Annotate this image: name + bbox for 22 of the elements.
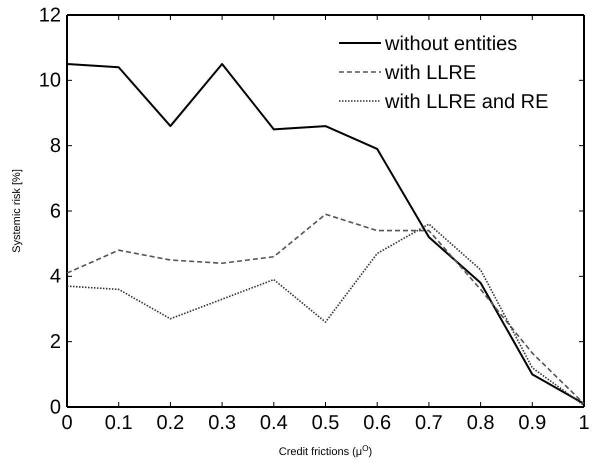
x-axis-title: Credit frictions (μ$^{O}$): [278, 444, 372, 458]
x-tick-label: 0.1: [104, 412, 133, 434]
x-tick-label: 0.4: [260, 412, 288, 434]
x-tick-label: 0.8: [466, 412, 495, 434]
x-tick-label: 0.9: [518, 412, 546, 434]
y-tick-label: 0: [50, 396, 61, 418]
y-tick-label: 2: [50, 331, 61, 354]
y-tick-label: 12: [38, 4, 61, 26]
legend-label: with LLRE: [384, 62, 476, 84]
y-tick-label: 10: [38, 70, 61, 92]
y-tick-label: 8: [50, 135, 61, 158]
x-tick-label: 1: [578, 412, 590, 434]
y-axis-title: Systemic risk [%]: [11, 169, 23, 253]
x-tick-label: 0.5: [312, 412, 340, 434]
legend-label: without entities: [384, 33, 518, 55]
y-tick-label: 6: [50, 200, 61, 222]
x-tick-label: 0.3: [208, 412, 236, 434]
x-tick-label: 0.2: [156, 412, 184, 434]
x-tick-label: 0.7: [414, 412, 443, 434]
y-tick-label: 4: [50, 266, 61, 288]
x-tick-label: 0.6: [363, 412, 392, 434]
legend-label: with LLRE and RE: [384, 91, 548, 113]
